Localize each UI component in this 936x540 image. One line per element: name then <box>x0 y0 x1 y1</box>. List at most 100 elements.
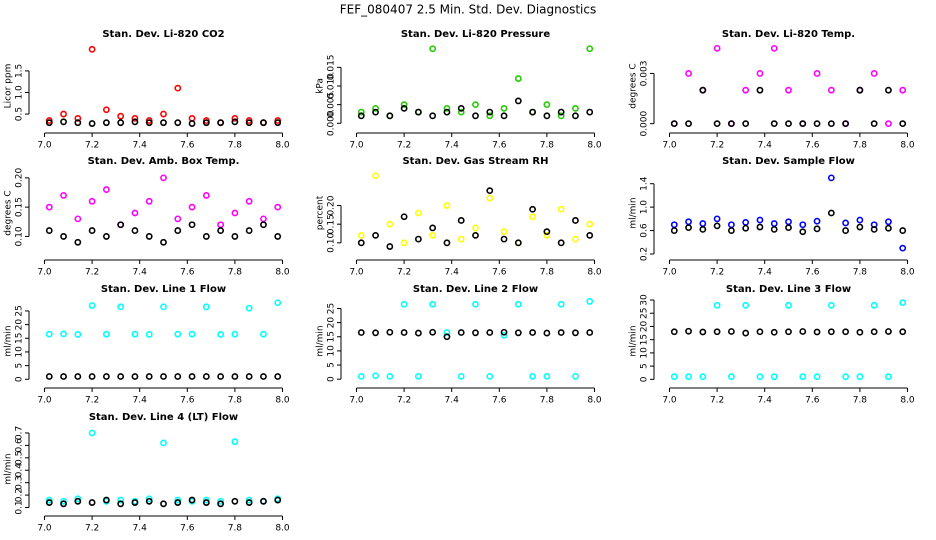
point <box>842 373 850 381</box>
y-tick-label: 15 <box>640 334 650 345</box>
point <box>529 372 537 380</box>
y-tick-label: 5 <box>327 362 337 368</box>
point <box>217 227 225 234</box>
point <box>870 225 878 233</box>
point <box>756 328 764 336</box>
point <box>514 97 522 105</box>
point <box>557 329 565 336</box>
point <box>742 120 750 128</box>
x-tick-label: 8.0 <box>275 141 290 151</box>
point <box>60 118 67 126</box>
point <box>785 120 792 128</box>
point <box>685 70 692 77</box>
x-tick-label: 7.2 <box>710 141 724 151</box>
point <box>899 120 907 128</box>
point <box>45 373 53 380</box>
point <box>174 119 182 127</box>
point <box>429 45 437 53</box>
point <box>160 238 167 246</box>
x-tick-label: 8.0 <box>275 268 290 278</box>
point <box>742 86 750 94</box>
x-tick-label: 7.6 <box>492 396 507 406</box>
point <box>899 244 907 252</box>
point <box>400 104 408 112</box>
point <box>727 373 735 381</box>
x-tick-label: 7.2 <box>85 396 99 406</box>
x-tick-label: 7.6 <box>180 524 195 534</box>
point <box>856 328 864 336</box>
point <box>756 70 764 77</box>
point <box>557 300 565 308</box>
point <box>713 222 721 230</box>
point <box>670 373 678 381</box>
point <box>543 101 551 109</box>
point <box>856 223 864 231</box>
point <box>827 86 835 94</box>
point <box>260 373 267 380</box>
point <box>102 496 110 504</box>
x-tick-label: 8.0 <box>275 396 290 406</box>
point <box>131 118 139 126</box>
point <box>400 239 408 247</box>
point <box>813 217 821 225</box>
x-tick-label: 7.6 <box>805 396 820 406</box>
point <box>88 45 96 53</box>
y-tick-label: 20 <box>640 320 650 332</box>
point <box>231 497 239 505</box>
x-tick-label: 7.8 <box>228 268 243 278</box>
point <box>885 224 892 232</box>
point <box>386 243 394 250</box>
point <box>102 373 110 380</box>
point <box>885 86 892 94</box>
point <box>813 373 821 381</box>
point <box>813 70 821 77</box>
y-tick-label: 25 <box>640 307 650 318</box>
point <box>117 496 125 504</box>
point <box>543 112 551 120</box>
point <box>699 373 707 381</box>
point <box>557 239 565 247</box>
point <box>245 499 253 506</box>
x-tick-label: 8.0 <box>900 396 915 406</box>
point <box>274 233 282 240</box>
y-axis-label: ml/min <box>629 197 639 228</box>
point <box>486 372 494 380</box>
y-tick-label: 15 <box>327 331 337 342</box>
point <box>572 329 579 337</box>
panel: Stan. Dev. Li-820 Temp. degrees C 7.0 7.2 7.… <box>629 29 915 151</box>
point <box>74 373 82 380</box>
point <box>117 112 125 120</box>
point <box>713 44 721 52</box>
x-tick-label: 8.0 <box>275 524 290 534</box>
x-tick-label: 7.2 <box>397 141 411 151</box>
y-tick-label: 0.10 <box>327 233 337 253</box>
point <box>88 227 96 234</box>
point <box>88 302 96 309</box>
point <box>885 328 892 335</box>
point <box>572 112 579 120</box>
x-tick-label: 7.0 <box>37 268 52 278</box>
point <box>899 227 907 234</box>
x-tick-label: 7.6 <box>492 141 507 151</box>
panel: Stan. Dev. Line 4 (LT) Flow ml/min 7.0 7.2 7… <box>4 412 290 534</box>
panel-title: Stan. Dev. Li-820 CO2 <box>102 29 224 40</box>
point <box>443 239 451 247</box>
point <box>699 328 707 336</box>
point <box>372 231 379 239</box>
point <box>514 75 522 82</box>
point <box>160 174 167 182</box>
panel-title: Stan. Dev. Line 4 (LT) Flow <box>89 412 238 423</box>
point <box>899 299 907 307</box>
y-tick-label: 0.20 <box>327 195 337 215</box>
point <box>727 328 735 335</box>
x-tick-label: 7.4 <box>445 268 460 278</box>
x-tick-label: 7.0 <box>662 141 677 151</box>
point <box>443 329 451 336</box>
point <box>117 221 125 229</box>
x-tick-label: 7.6 <box>180 141 195 151</box>
point <box>572 217 579 224</box>
panel-title: Stan. Dev. Line 1 Flow <box>101 284 226 295</box>
point <box>799 328 807 335</box>
panel-title: Stan. Dev. Line 2 Flow <box>413 284 538 295</box>
